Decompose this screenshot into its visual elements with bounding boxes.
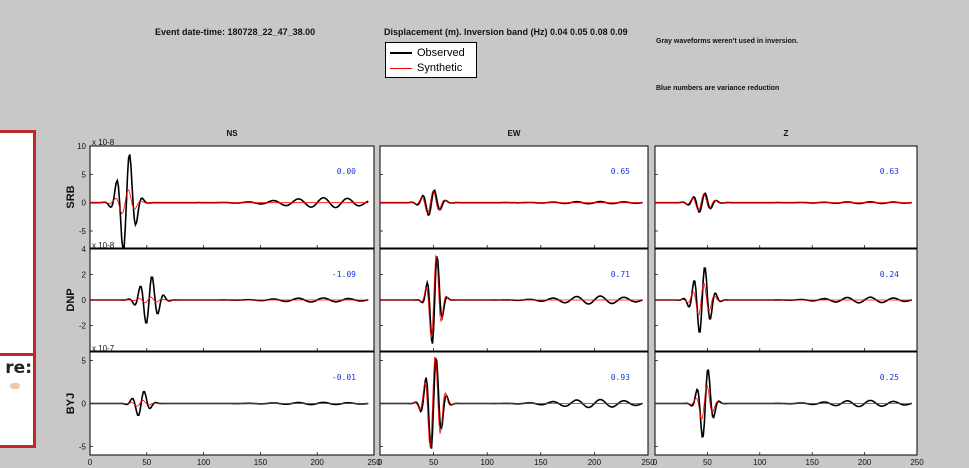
- x-tick-label: 50: [142, 458, 151, 467]
- legend-observed: Observed: [390, 46, 465, 60]
- x-tick-label: 50: [703, 458, 712, 467]
- y-tick-label: 10: [77, 142, 86, 151]
- y-tick-label: 0: [82, 296, 87, 305]
- variance-reduction-srb-ns: 0.00: [337, 167, 356, 176]
- observed-swatch: [390, 52, 412, 54]
- panel-snippet-text: re:: [5, 358, 32, 378]
- legend-synthetic: Synthetic: [390, 61, 462, 75]
- synthetic-trace-byj-ns: [90, 399, 369, 407]
- y-tick-label: -2: [79, 322, 87, 331]
- synthetic-trace-dnp-z: [655, 283, 912, 316]
- legend-synthetic-label: Synthetic: [417, 62, 463, 74]
- x-tick-label: 200: [588, 458, 602, 467]
- x-tick-label: 250: [367, 458, 381, 467]
- legend: Observed Synthetic: [385, 42, 477, 78]
- component-title-z: Z: [784, 129, 789, 138]
- x-tick-label: 200: [311, 458, 325, 467]
- panel-decoration: [10, 383, 20, 389]
- variance-reduction-byj-ns: -0.01: [332, 373, 356, 382]
- variance-reduction-byj-z: 0.25: [880, 373, 899, 382]
- x-tick-label: 0: [88, 458, 93, 467]
- y-tick-label: 0: [82, 199, 87, 208]
- variance-reduction-dnp-z: 0.24: [880, 270, 899, 279]
- exponent-label-byj: x 10-7: [92, 344, 115, 353]
- x-tick-label: 150: [534, 458, 548, 467]
- x-tick-label: 50: [429, 458, 438, 467]
- axes-srb-ns: [89, 145, 375, 249]
- x-tick-label: 200: [858, 458, 872, 467]
- exponent-label-dnp: x 10-8: [92, 241, 115, 250]
- variance-reduction-dnp-ew: 0.71: [611, 270, 630, 279]
- synthetic-trace-srb-ns: [90, 189, 369, 215]
- x-tick-label: 150: [254, 458, 268, 467]
- synthetic-trace-byj-ew: [380, 356, 643, 447]
- y-tick-label: 5: [82, 357, 87, 366]
- variance-reduction-srb-z: 0.63: [880, 167, 899, 176]
- synthetic-swatch: [390, 67, 412, 69]
- x-tick-label: 250: [910, 458, 924, 467]
- variance-reduction-srb-ew: 0.65: [611, 167, 630, 176]
- x-tick-label: 250: [641, 458, 655, 467]
- legend-observed-label: Observed: [417, 47, 465, 59]
- y-tick-label: -5: [79, 442, 87, 451]
- y-tick-label: 5: [82, 170, 87, 179]
- y-tick-label: 0: [82, 400, 87, 409]
- station-label-dnp: DNP: [65, 288, 77, 311]
- x-tick-label: 100: [481, 458, 495, 467]
- variance-reduction-byj-ew: 0.93: [611, 373, 630, 382]
- variance-reduction-dnp-ns: -1.09: [332, 270, 356, 279]
- x-tick-label: 0: [378, 458, 383, 467]
- synthetic-trace-dnp-ew: [380, 254, 643, 339]
- axes-srb-ew: [379, 145, 649, 249]
- synthetic-trace-dnp-ns: [90, 296, 369, 304]
- y-tick-label: 4: [82, 245, 87, 254]
- overlapping-slide-panel: re:: [0, 130, 36, 448]
- variance-reduction-note: Blue numbers are variance reduction: [656, 85, 780, 92]
- synthetic-trace-srb-ew: [380, 190, 643, 214]
- station-label-byj: BYJ: [65, 393, 77, 414]
- x-tick-label: 100: [753, 458, 767, 467]
- x-tick-label: 150: [806, 458, 820, 467]
- axes-srb-z: [654, 145, 918, 249]
- displacement-band-label: Displacement (m). Inversion band (Hz) 0.…: [384, 27, 628, 37]
- y-tick-label: 2: [82, 271, 87, 280]
- station-label-srb: SRB: [65, 185, 77, 208]
- synthetic-trace-byj-z: [655, 385, 912, 419]
- y-tick-label: -5: [79, 227, 87, 236]
- gray-waveforms-note: Gray waveforms weren't used in inversion…: [656, 38, 799, 45]
- x-tick-label: 0: [653, 458, 658, 467]
- x-tick-label: 100: [197, 458, 211, 467]
- component-title-ns: NS: [226, 129, 238, 138]
- event-datetime: Event date-time: 180728_22_47_38.00: [155, 27, 316, 37]
- synthetic-trace-srb-z: [655, 193, 912, 212]
- component-title-ew: EW: [508, 129, 521, 138]
- panel-divider: [0, 353, 33, 356]
- exponent-label-srb: x 10-8: [92, 138, 115, 147]
